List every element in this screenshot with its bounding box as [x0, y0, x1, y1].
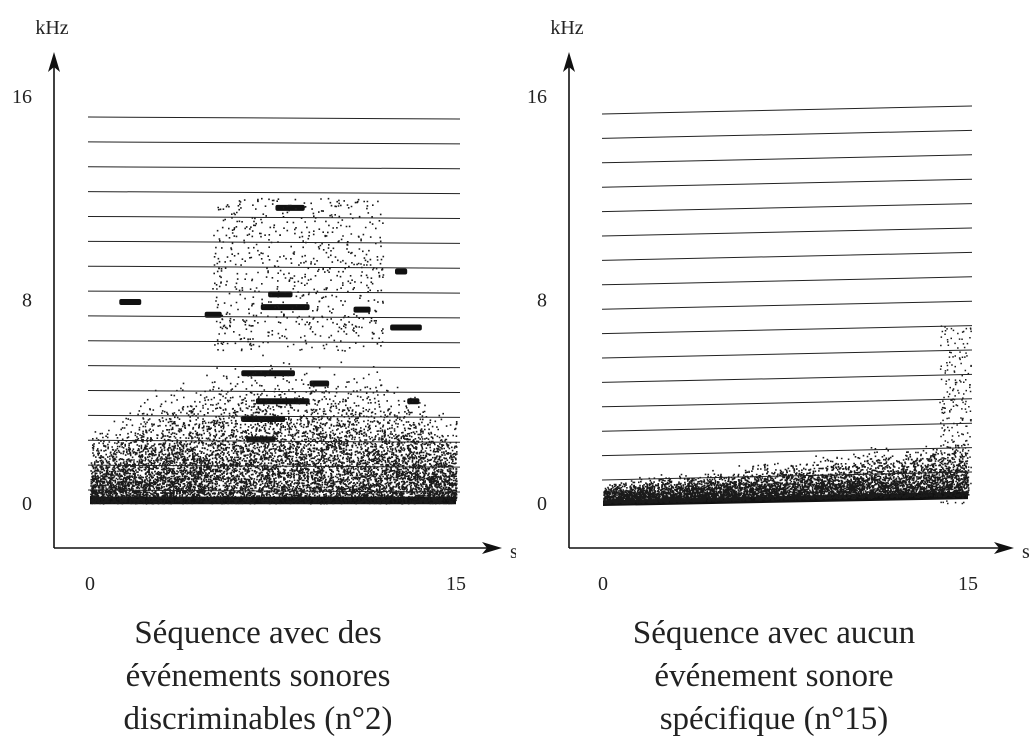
- y-axis-unit: kHz: [35, 17, 68, 39]
- x-axis-arrow: [482, 542, 502, 554]
- reference-line: [601, 251, 973, 261]
- spectrogram-panel-right: kHz s 16 8 0 0 15 Séquence avec aucun év…: [516, 0, 1032, 742]
- reference-line: [601, 373, 973, 383]
- reference-line: [601, 471, 973, 481]
- y-axis-unit: kHz: [550, 17, 583, 39]
- sound-event: [268, 291, 293, 298]
- caption-right-line-2: événement sonore: [654, 658, 894, 694]
- x-tick-label-0: 0: [85, 573, 95, 595]
- reference-line: [601, 349, 973, 359]
- caption-left-line-2: événements sonores: [125, 658, 391, 694]
- reference-line: [87, 141, 461, 145]
- sound-event: [395, 268, 408, 275]
- reference-line: [87, 315, 461, 319]
- spectrogram-left: kHz s 16 8 0 0 15: [12, 17, 516, 595]
- reference-line: [87, 116, 461, 120]
- x-tick-label-0: 0: [598, 573, 608, 595]
- reference-line: [601, 105, 973, 115]
- x-tick-label-15: 15: [446, 573, 466, 595]
- reference-line: [87, 290, 461, 294]
- reference-line: [601, 422, 973, 432]
- reference-line: [601, 447, 973, 457]
- x-tick-label-15: 15: [958, 573, 978, 595]
- reference-line: [87, 166, 461, 170]
- y-tick-label-16: 16: [527, 86, 547, 108]
- spectrogram-right-energy: [603, 325, 972, 507]
- spectral-energy-points: [90, 197, 458, 505]
- reference-line: [87, 191, 461, 195]
- x-axis-unit: s: [510, 541, 516, 563]
- y-axis-arrow: [563, 52, 575, 72]
- reference-line: [601, 154, 973, 164]
- reference-line: [87, 265, 461, 269]
- sound-event: [255, 398, 310, 405]
- reference-line: [601, 227, 973, 237]
- x-axis-unit: s: [1022, 541, 1030, 563]
- reference-line: [601, 203, 973, 213]
- reference-line: [601, 300, 973, 310]
- sound-event: [309, 380, 330, 387]
- reference-line: [601, 178, 973, 188]
- sound-event: [353, 306, 371, 313]
- caption-right-line-3: spécifique (n°15): [659, 701, 889, 737]
- y-tick-label-8: 8: [537, 290, 547, 312]
- sound-event: [390, 324, 422, 331]
- sound-event: [260, 304, 310, 311]
- reference-line: [601, 276, 973, 286]
- spectrogram-right: kHz s 16 8 0 0 15: [527, 17, 1030, 595]
- caption-left: Séquence avec des événements sonores dis…: [0, 612, 516, 741]
- reference-line: [87, 365, 461, 369]
- y-tick-label-16: 16: [12, 86, 32, 108]
- sound-event: [119, 299, 142, 306]
- spectrogram-right-reference-lines: [601, 105, 973, 481]
- spectrogram-panel-left: kHz s 16 8 0 0 15 Séquence avec des évén…: [0, 17, 516, 741]
- caption-left-line-3: discriminables (n°2): [123, 701, 393, 737]
- sound-event: [275, 204, 305, 211]
- y-tick-label-8: 8: [22, 290, 32, 312]
- reference-line: [87, 439, 461, 443]
- caption-right-line-1: Séquence avec aucun: [632, 615, 916, 651]
- spectrogram-left-energy: [90, 197, 458, 505]
- x-axis-arrow: [994, 542, 1014, 554]
- reference-line: [601, 325, 973, 335]
- reference-line: [87, 215, 461, 219]
- reference-line: [87, 240, 461, 244]
- reference-line: [87, 414, 461, 418]
- spectral-energy-points: [603, 325, 972, 505]
- y-tick-label-0: 0: [22, 493, 32, 515]
- spectrogram-left-reference-lines: [87, 116, 461, 493]
- y-axis-arrow: [48, 52, 60, 72]
- reference-line: [87, 489, 461, 493]
- reference-line: [87, 390, 461, 394]
- reference-line: [87, 464, 461, 468]
- caption-left-line-1: Séquence avec des: [134, 615, 382, 651]
- reference-line: [601, 129, 973, 139]
- y-tick-label-0: 0: [537, 493, 547, 515]
- reference-line: [601, 398, 973, 408]
- reference-line: [87, 340, 461, 344]
- caption-right: Séquence avec aucun événement sonore spé…: [516, 612, 1032, 741]
